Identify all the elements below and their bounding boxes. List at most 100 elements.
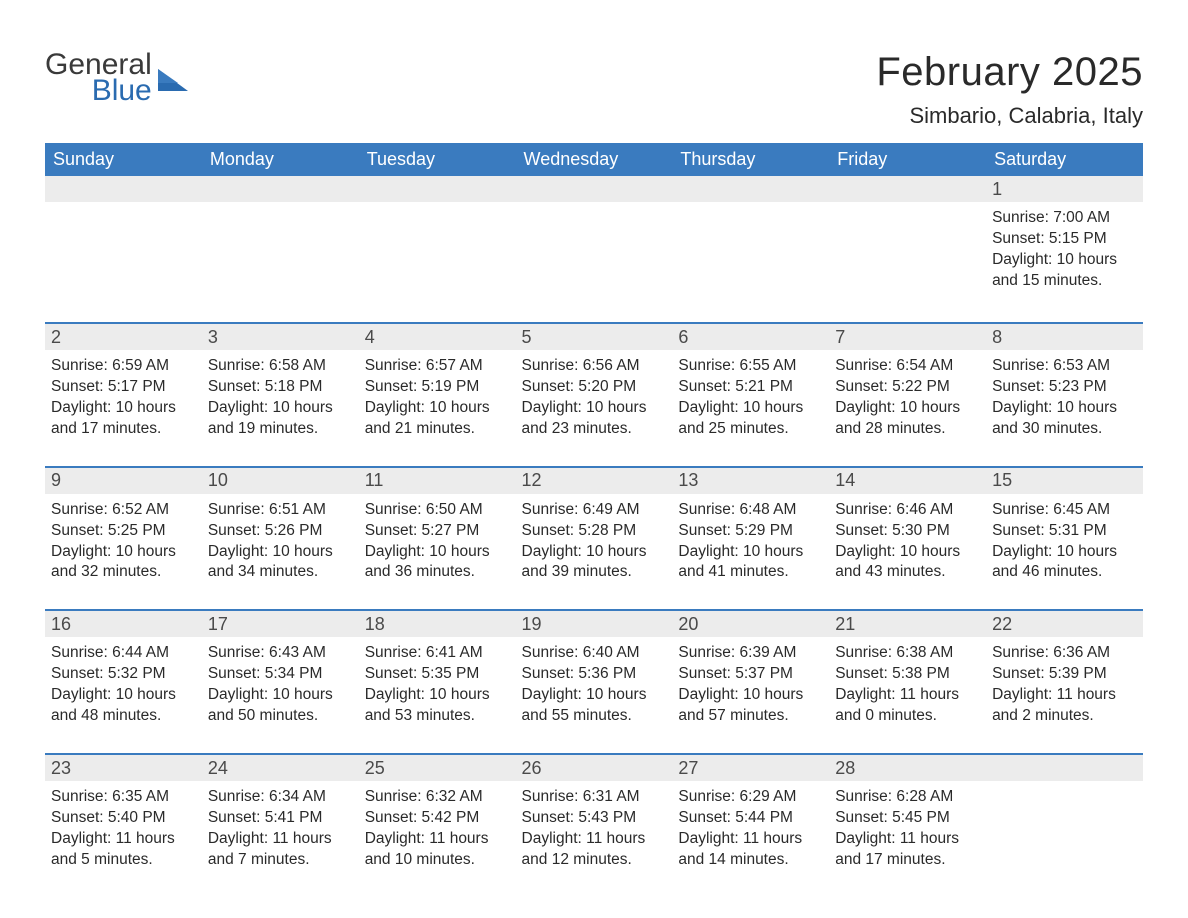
- day-content-cell: Sunrise: 6:44 AMSunset: 5:32 PMDaylight:…: [45, 637, 202, 753]
- day-number-row: 16171819202122: [45, 611, 1143, 637]
- sunrise-text: Sunrise: 6:48 AM: [678, 500, 823, 521]
- day-number-row: 232425262728: [45, 755, 1143, 781]
- day-content-cell: Sunrise: 6:35 AMSunset: 5:40 PMDaylight:…: [45, 781, 202, 897]
- daylight-text: Daylight: 10 hours and 39 minutes.: [522, 542, 667, 584]
- daylight-text: Daylight: 11 hours and 10 minutes.: [365, 829, 510, 871]
- sunset-text: Sunset: 5:43 PM: [522, 808, 667, 829]
- day-number-cell: 28: [829, 755, 986, 781]
- day-number-cell: [45, 176, 202, 202]
- day-content-cell: Sunrise: 6:58 AMSunset: 5:18 PMDaylight:…: [202, 350, 359, 466]
- day-number-row: 9101112131415: [45, 468, 1143, 494]
- day-number-cell: [672, 176, 829, 202]
- sunrise-text: Sunrise: 6:59 AM: [51, 356, 196, 377]
- month-title: February 2025: [876, 50, 1143, 95]
- logo: General Blue: [45, 50, 188, 106]
- day-content-cell: Sunrise: 6:54 AMSunset: 5:22 PMDaylight:…: [829, 350, 986, 466]
- dow-tuesday: Tuesday: [359, 143, 516, 176]
- dow-monday: Monday: [202, 143, 359, 176]
- day-of-week-header-row: Sunday Monday Tuesday Wednesday Thursday…: [45, 143, 1143, 176]
- daylight-text: Daylight: 10 hours and 25 minutes.: [678, 398, 823, 440]
- daylight-text: Daylight: 10 hours and 21 minutes.: [365, 398, 510, 440]
- day-number-cell: [986, 755, 1143, 781]
- day-number-cell: [829, 176, 986, 202]
- day-content-cell: Sunrise: 6:28 AMSunset: 5:45 PMDaylight:…: [829, 781, 986, 897]
- sunset-text: Sunset: 5:38 PM: [835, 664, 980, 685]
- sunrise-text: Sunrise: 6:44 AM: [51, 643, 196, 664]
- day-content-cell: Sunrise: 6:59 AMSunset: 5:17 PMDaylight:…: [45, 350, 202, 466]
- day-content-cell: [672, 202, 829, 322]
- sunset-text: Sunset: 5:26 PM: [208, 521, 353, 542]
- day-number-cell: 19: [516, 611, 673, 637]
- sunrise-text: Sunrise: 6:49 AM: [522, 500, 667, 521]
- sunrise-text: Sunrise: 6:58 AM: [208, 356, 353, 377]
- sunrise-text: Sunrise: 6:34 AM: [208, 787, 353, 808]
- day-content-cell: Sunrise: 6:34 AMSunset: 5:41 PMDaylight:…: [202, 781, 359, 897]
- sunrise-text: Sunrise: 6:54 AM: [835, 356, 980, 377]
- page-header: General Blue February 2025 Simbario, Cal…: [45, 50, 1143, 129]
- daylight-text: Daylight: 10 hours and 19 minutes.: [208, 398, 353, 440]
- daylight-text: Daylight: 10 hours and 57 minutes.: [678, 685, 823, 727]
- day-content-cell: [516, 202, 673, 322]
- day-content-cell: [986, 781, 1143, 897]
- day-content-cell: Sunrise: 6:41 AMSunset: 5:35 PMDaylight:…: [359, 637, 516, 753]
- day-content-cell: Sunrise: 6:53 AMSunset: 5:23 PMDaylight:…: [986, 350, 1143, 466]
- day-content-cell: Sunrise: 6:43 AMSunset: 5:34 PMDaylight:…: [202, 637, 359, 753]
- sunset-text: Sunset: 5:44 PM: [678, 808, 823, 829]
- sunrise-text: Sunrise: 6:43 AM: [208, 643, 353, 664]
- day-number-cell: 27: [672, 755, 829, 781]
- sunrise-text: Sunrise: 6:55 AM: [678, 356, 823, 377]
- day-number-cell: 4: [359, 324, 516, 350]
- sunset-text: Sunset: 5:23 PM: [992, 377, 1137, 398]
- day-content-cell: [829, 202, 986, 322]
- daylight-text: Daylight: 11 hours and 0 minutes.: [835, 685, 980, 727]
- calendar-body: 1Sunrise: 7:00 AMSunset: 5:15 PMDaylight…: [45, 176, 1143, 897]
- daylight-text: Daylight: 11 hours and 7 minutes.: [208, 829, 353, 871]
- day-number-cell: [202, 176, 359, 202]
- sunrise-text: Sunrise: 6:46 AM: [835, 500, 980, 521]
- sunrise-text: Sunrise: 6:39 AM: [678, 643, 823, 664]
- day-number-cell: 14: [829, 468, 986, 494]
- sunrise-text: Sunrise: 6:52 AM: [51, 500, 196, 521]
- day-content-cell: Sunrise: 6:57 AMSunset: 5:19 PMDaylight:…: [359, 350, 516, 466]
- daylight-text: Daylight: 10 hours and 55 minutes.: [522, 685, 667, 727]
- day-number-cell: 23: [45, 755, 202, 781]
- day-content-cell: Sunrise: 6:39 AMSunset: 5:37 PMDaylight:…: [672, 637, 829, 753]
- sunset-text: Sunset: 5:35 PM: [365, 664, 510, 685]
- daylight-text: Daylight: 10 hours and 48 minutes.: [51, 685, 196, 727]
- day-content-cell: Sunrise: 6:32 AMSunset: 5:42 PMDaylight:…: [359, 781, 516, 897]
- day-content-row: Sunrise: 6:52 AMSunset: 5:25 PMDaylight:…: [45, 494, 1143, 610]
- dow-wednesday: Wednesday: [516, 143, 673, 176]
- sunrise-text: Sunrise: 6:38 AM: [835, 643, 980, 664]
- day-number-cell: 6: [672, 324, 829, 350]
- sunset-text: Sunset: 5:28 PM: [522, 521, 667, 542]
- sunset-text: Sunset: 5:37 PM: [678, 664, 823, 685]
- day-number-cell: [359, 176, 516, 202]
- daylight-text: Daylight: 11 hours and 17 minutes.: [835, 829, 980, 871]
- sunset-text: Sunset: 5:41 PM: [208, 808, 353, 829]
- day-content-row: Sunrise: 6:35 AMSunset: 5:40 PMDaylight:…: [45, 781, 1143, 897]
- sunset-text: Sunset: 5:40 PM: [51, 808, 196, 829]
- day-content-cell: Sunrise: 7:00 AMSunset: 5:15 PMDaylight:…: [986, 202, 1143, 322]
- day-number-cell: 5: [516, 324, 673, 350]
- daylight-text: Daylight: 10 hours and 46 minutes.: [992, 542, 1137, 584]
- sunset-text: Sunset: 5:34 PM: [208, 664, 353, 685]
- daylight-text: Daylight: 10 hours and 36 minutes.: [365, 542, 510, 584]
- day-number-cell: 12: [516, 468, 673, 494]
- sunrise-text: Sunrise: 6:50 AM: [365, 500, 510, 521]
- daylight-text: Daylight: 10 hours and 23 minutes.: [522, 398, 667, 440]
- sunset-text: Sunset: 5:32 PM: [51, 664, 196, 685]
- daylight-text: Daylight: 10 hours and 28 minutes.: [835, 398, 980, 440]
- day-content-cell: Sunrise: 6:50 AMSunset: 5:27 PMDaylight:…: [359, 494, 516, 610]
- daylight-text: Daylight: 11 hours and 14 minutes.: [678, 829, 823, 871]
- day-content-cell: Sunrise: 6:38 AMSunset: 5:38 PMDaylight:…: [829, 637, 986, 753]
- day-content-cell: Sunrise: 6:52 AMSunset: 5:25 PMDaylight:…: [45, 494, 202, 610]
- dow-sunday: Sunday: [45, 143, 202, 176]
- dow-friday: Friday: [829, 143, 986, 176]
- sunrise-text: Sunrise: 6:28 AM: [835, 787, 980, 808]
- daylight-text: Daylight: 10 hours and 43 minutes.: [835, 542, 980, 584]
- day-content-cell: Sunrise: 6:31 AMSunset: 5:43 PMDaylight:…: [516, 781, 673, 897]
- day-content-cell: Sunrise: 6:29 AMSunset: 5:44 PMDaylight:…: [672, 781, 829, 897]
- sunset-text: Sunset: 5:30 PM: [835, 521, 980, 542]
- sunrise-text: Sunrise: 6:32 AM: [365, 787, 510, 808]
- day-number-cell: 20: [672, 611, 829, 637]
